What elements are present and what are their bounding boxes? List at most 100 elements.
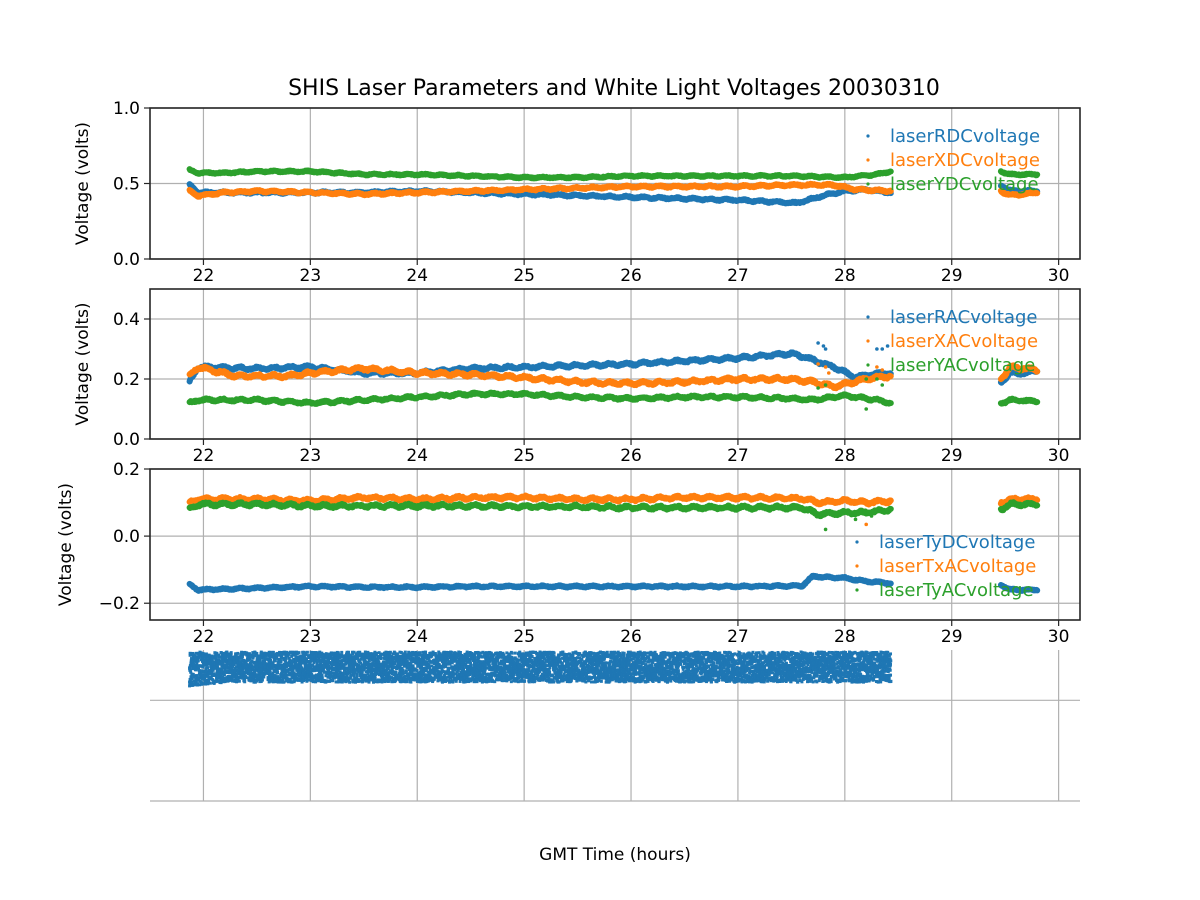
data-point [622,653,626,657]
data-point [445,651,449,655]
data-point [201,654,205,658]
data-point [222,651,226,655]
data-point [593,674,597,678]
data-point [359,661,363,665]
data-point [305,666,309,670]
data-point [230,655,234,659]
data-point [205,655,209,659]
data-point [499,668,503,672]
data-point [355,674,359,678]
data-point [457,672,461,676]
data-point [316,678,320,682]
data-point [406,664,410,668]
data-point [358,679,362,683]
data-point [305,657,309,661]
data-point [552,680,556,684]
data-point [458,650,462,654]
data-point [219,667,223,671]
data-point [447,666,451,670]
data-point [331,679,335,683]
x-tick-label: 22 [193,266,215,286]
y-tick-label: 0.4 [113,310,140,330]
data-point [346,676,350,680]
data-point [492,653,496,657]
data-point [446,670,450,674]
data-point [591,651,595,655]
data-point [401,668,405,672]
data-point [464,679,468,683]
x-tick-label: 25 [513,446,535,466]
data-point [300,666,304,670]
y-axis-label: Voltage (volts) [56,483,76,606]
data-point [191,660,195,664]
data-point [269,658,273,662]
data-point [627,658,631,662]
data-point [557,653,561,657]
data-point [467,654,471,658]
data-point [395,667,399,671]
data-point [531,669,535,673]
data-point [572,664,576,668]
data-point [590,657,594,661]
data-point [618,652,622,656]
subplot-white-light [150,650,1080,802]
data-point [462,667,466,671]
outlier-point [823,527,828,532]
data-point [325,679,329,683]
data-point [386,655,390,659]
data-point [522,674,526,678]
outlier-point [826,371,831,375]
data-point [352,674,356,678]
data-point [542,650,546,654]
data-point [634,669,638,673]
data-point [220,678,224,682]
data-point [199,680,203,684]
data-point [582,653,586,657]
data-point [320,673,324,677]
x-tick-label: 22 [193,627,215,647]
data-point [363,658,367,662]
data-point [366,654,370,658]
data-point [503,671,507,675]
data-point [362,666,366,670]
data-point [216,666,220,670]
data-point [323,665,327,669]
data-point [352,650,356,654]
data-point [452,672,456,676]
data-point [604,680,608,684]
data-point [402,676,406,680]
data-point [268,650,272,654]
outlier-points [864,522,869,527]
data-point [240,670,244,674]
data-point [560,662,564,666]
data-point [460,677,464,681]
data-point [403,656,407,660]
data-point [595,671,599,675]
data-point [377,680,381,684]
data-point [454,652,458,656]
data-point [549,650,553,654]
data-point [561,676,565,680]
data-point [613,674,617,678]
data-point [565,673,569,677]
data-point [311,663,315,667]
series-whiteLightZACvoltage [188,650,893,688]
data-point [304,664,308,668]
data-point [551,661,555,665]
data-point [587,679,591,683]
data-point [448,662,452,666]
data-point [270,666,274,670]
data-point [601,651,605,655]
data-point [379,666,383,670]
data-point [293,676,297,680]
data-point [535,676,539,680]
series-trace [997,395,1041,407]
data-point [427,663,431,667]
data-point [391,665,395,669]
data-point [279,674,283,678]
data-point [382,676,386,680]
data-point [612,656,616,660]
series-laserTyACvoltage [186,499,1041,520]
data-point [247,652,251,656]
data-point [608,677,612,681]
